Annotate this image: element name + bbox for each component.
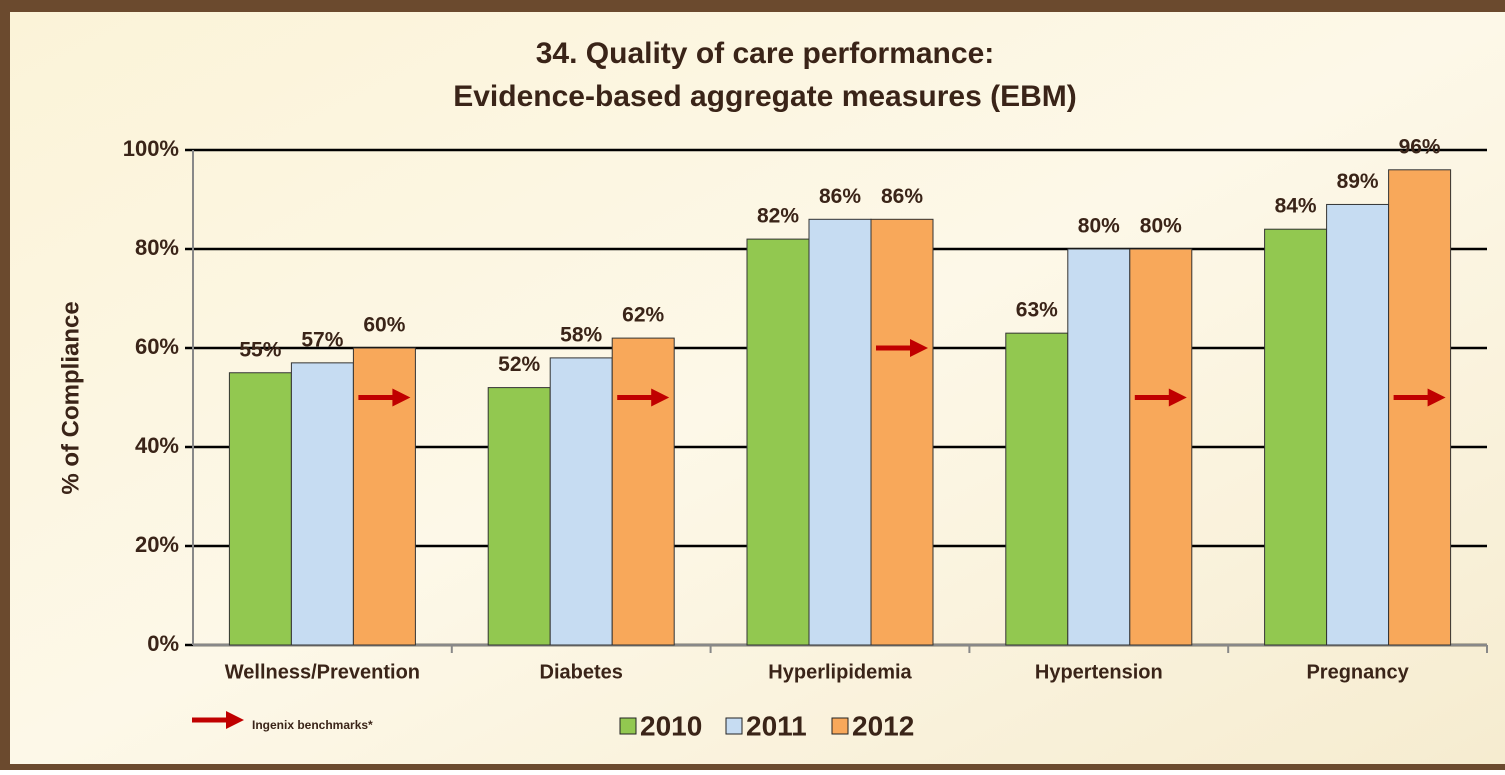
bar xyxy=(746,238,810,646)
bar xyxy=(808,218,872,646)
y-tick-label: 80% xyxy=(135,235,179,260)
legend-label: 2012 xyxy=(852,710,914,741)
data-label: 52% xyxy=(498,353,540,376)
bar xyxy=(1005,332,1069,646)
legend-benchmark-arrow xyxy=(192,711,244,729)
bar xyxy=(487,387,551,646)
bar xyxy=(1067,248,1131,646)
bar xyxy=(549,357,613,646)
data-label: 55% xyxy=(239,338,281,361)
x-tick-label: Hypertension xyxy=(1035,661,1163,683)
bar xyxy=(1129,248,1193,646)
x-tick-label: Diabetes xyxy=(540,661,623,683)
bar xyxy=(290,362,354,646)
x-tick-label: Hyperlipidemia xyxy=(768,661,912,683)
benchmark-arrow xyxy=(358,388,411,407)
legend-swatch xyxy=(619,717,637,735)
bar xyxy=(1326,203,1390,646)
legend-label: Ingenix benchmarks* xyxy=(252,718,373,732)
data-label: 84% xyxy=(1275,195,1317,218)
legend-label: 2010 xyxy=(640,710,702,741)
x-tick-label: Pregnancy xyxy=(1306,661,1409,683)
bar xyxy=(228,372,292,646)
data-label: 82% xyxy=(757,205,799,228)
data-label: 58% xyxy=(560,323,602,346)
chart-title: 34. Quality of care performance: xyxy=(536,37,995,70)
y-tick-label: 60% xyxy=(135,334,179,359)
legend-label: 2011 xyxy=(746,710,807,741)
y-tick-label: 40% xyxy=(135,433,179,458)
chart-title: Evidence-based aggregate measures (EBM) xyxy=(453,80,1077,113)
data-label: 80% xyxy=(1140,215,1182,238)
data-label: 96% xyxy=(1399,135,1441,158)
bar xyxy=(870,218,934,646)
legend-swatch xyxy=(831,717,849,735)
y-tick-label: 20% xyxy=(135,532,179,557)
x-tick-label: Wellness/Prevention xyxy=(225,661,420,683)
bar xyxy=(611,337,675,646)
bar xyxy=(1264,228,1328,646)
data-label: 60% xyxy=(363,314,405,337)
legend-swatch xyxy=(725,717,743,735)
benchmark-arrow xyxy=(1393,388,1446,407)
data-label: 86% xyxy=(819,185,861,208)
benchmark-arrow xyxy=(1134,388,1187,407)
data-label: 86% xyxy=(881,185,923,208)
data-label: 89% xyxy=(1337,170,1379,193)
bar xyxy=(352,347,416,646)
benchmark-arrow xyxy=(876,339,928,357)
bar xyxy=(1388,169,1452,646)
data-label: 80% xyxy=(1078,215,1120,238)
data-label: 62% xyxy=(622,304,664,327)
data-label: 57% xyxy=(301,328,343,351)
y-tick-label: 0% xyxy=(147,631,179,656)
data-label: 63% xyxy=(1016,299,1058,322)
y-axis-label: % of Compliance xyxy=(57,301,84,494)
benchmark-arrow xyxy=(617,388,670,407)
y-tick-label: 100% xyxy=(123,136,179,161)
